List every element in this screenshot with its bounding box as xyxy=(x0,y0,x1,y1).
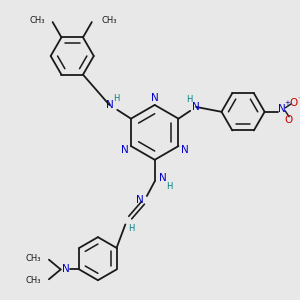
Text: H: H xyxy=(166,182,172,191)
Text: CH₃: CH₃ xyxy=(102,16,117,25)
Text: H: H xyxy=(113,94,119,103)
Text: +: + xyxy=(284,100,290,106)
Text: ⁻: ⁻ xyxy=(298,94,300,103)
Text: O: O xyxy=(289,98,297,108)
Text: CH₃: CH₃ xyxy=(26,276,41,285)
Text: O: O xyxy=(284,115,292,124)
Text: N: N xyxy=(121,145,129,154)
Text: CH₃: CH₃ xyxy=(26,254,41,263)
Text: N: N xyxy=(151,93,159,103)
Text: N: N xyxy=(62,265,69,275)
Text: H: H xyxy=(186,94,192,103)
Text: N: N xyxy=(159,173,167,183)
Text: CH₃: CH₃ xyxy=(29,16,45,25)
Text: N: N xyxy=(136,195,144,205)
Text: N: N xyxy=(192,102,200,112)
Text: N: N xyxy=(278,104,286,114)
Text: N: N xyxy=(181,145,188,154)
Text: N: N xyxy=(106,100,113,110)
Text: H: H xyxy=(128,224,134,233)
